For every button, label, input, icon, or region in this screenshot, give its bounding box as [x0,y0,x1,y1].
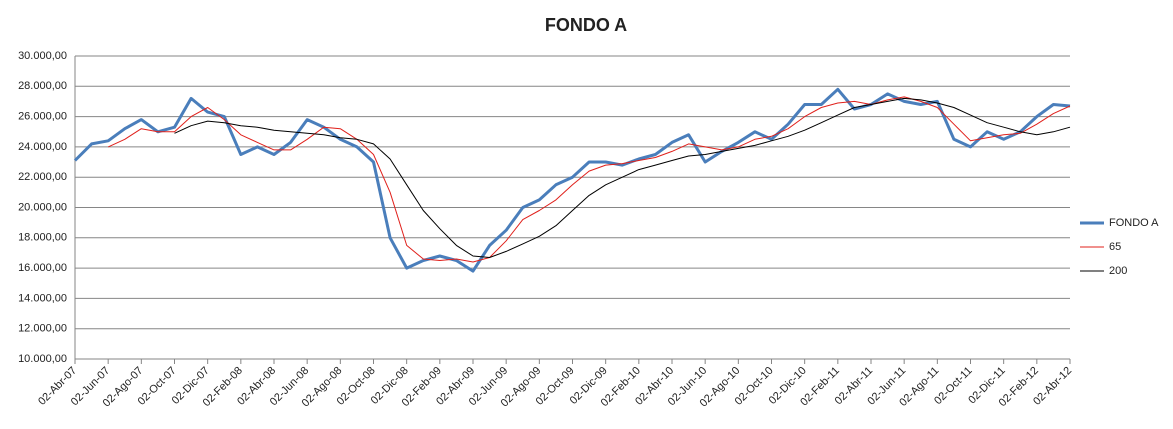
series-line [174,97,1071,258]
y-tick-label: 10.000,00 [18,353,67,365]
chart-title: FONDO A [545,15,627,35]
legend-label: FONDO A [1109,217,1159,229]
y-tick-label: 20.000,00 [18,201,67,213]
legend-label: 65 [1109,241,1121,253]
y-tick-label: 24.000,00 [18,141,67,153]
y-tick-label: 14.000,00 [18,292,67,304]
y-tick-label: 28.000,00 [18,80,67,92]
legend-label: 200 [1109,265,1127,277]
y-tick-label: 22.000,00 [18,171,67,183]
y-tick-label: 18.000,00 [18,232,67,244]
series-line [107,96,1071,263]
y-tick-label: 30.000,00 [18,50,67,62]
series-line [73,87,1071,273]
y-tick-label: 16.000,00 [18,262,67,274]
y-tick-label: 26.000,00 [18,111,67,123]
y-tick-label: 12.000,00 [18,323,67,335]
